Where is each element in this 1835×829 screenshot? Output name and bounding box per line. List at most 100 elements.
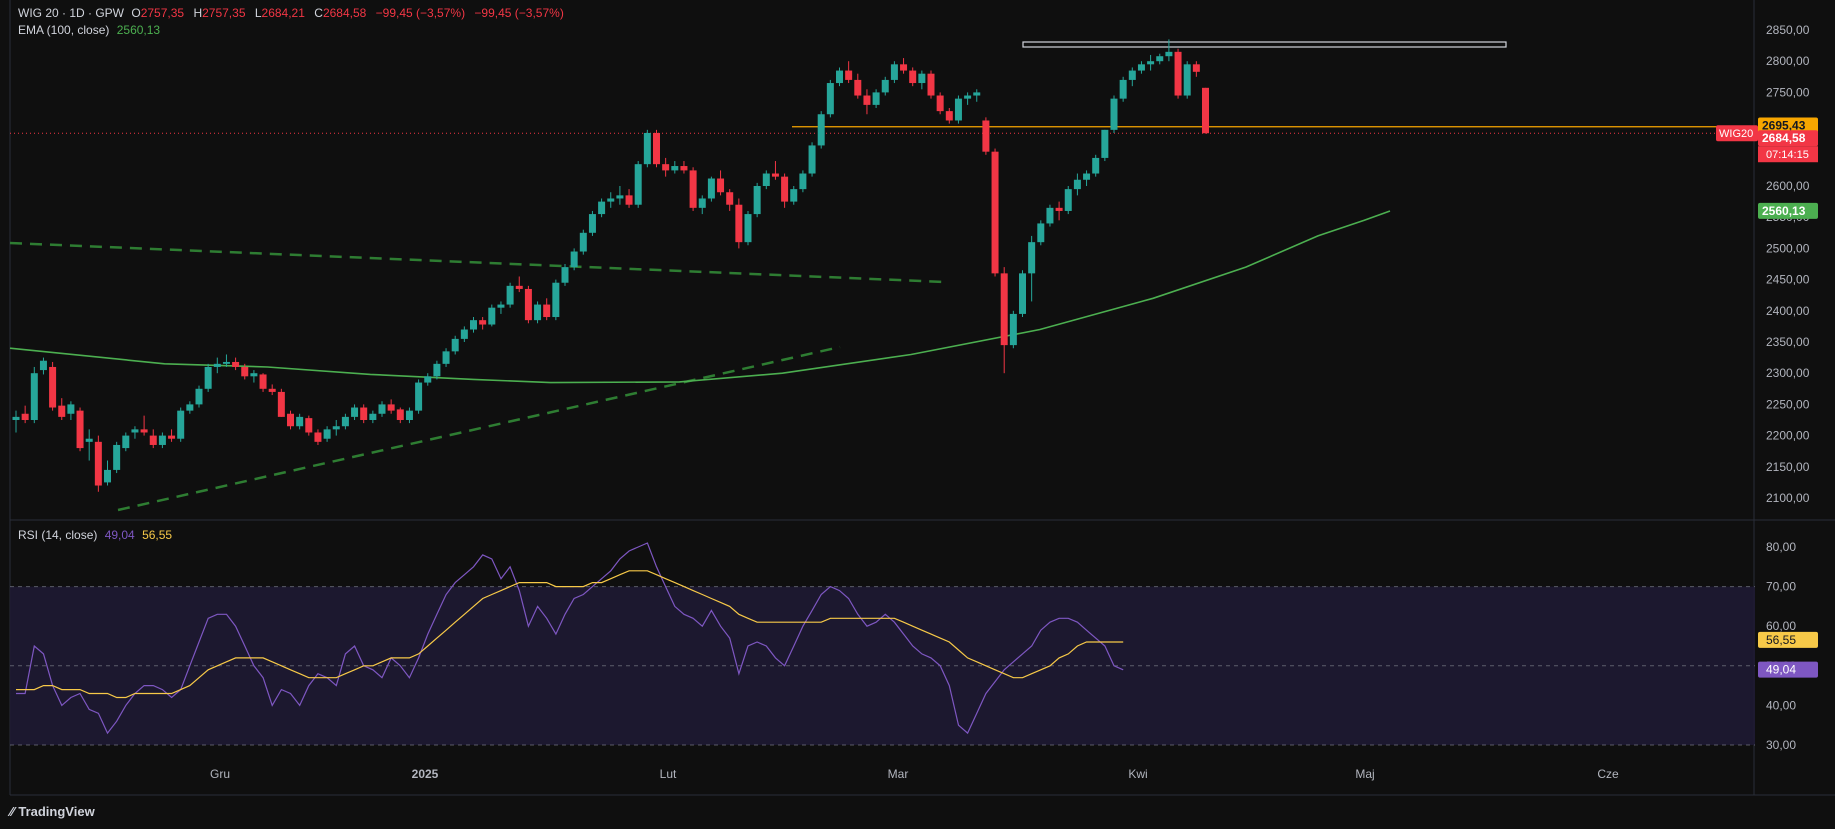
candle xyxy=(140,415,148,436)
rsi-tag: 49,04 xyxy=(1766,663,1796,677)
price-tick-label: 2250,00 xyxy=(1766,397,1810,411)
candle xyxy=(1165,39,1173,62)
candle-body xyxy=(1137,64,1145,71)
candle xyxy=(497,301,505,314)
candle-body xyxy=(744,214,752,243)
rsi-header: RSI (14, close) 49,04 56,55 xyxy=(18,528,176,542)
candle xyxy=(323,426,331,442)
resistance-price-label-bg xyxy=(1758,117,1818,134)
candle xyxy=(405,407,413,424)
candle-body xyxy=(680,166,688,171)
candle-body xyxy=(506,285,514,305)
price-tick-label: 2800,00 xyxy=(1766,54,1810,68)
candle-body xyxy=(259,374,267,389)
candle-body xyxy=(543,304,551,318)
candle xyxy=(954,95,962,124)
candle xyxy=(204,363,212,392)
candle-body xyxy=(881,79,889,93)
candle xyxy=(314,429,322,445)
high-value: 2757,35 xyxy=(202,6,246,20)
candle-body xyxy=(561,267,569,283)
candle xyxy=(726,189,734,211)
candle-body xyxy=(753,186,761,215)
candle xyxy=(1009,310,1017,349)
candle-body xyxy=(598,201,606,215)
candle-body xyxy=(442,351,450,364)
candle xyxy=(607,192,615,208)
candle xyxy=(744,210,752,246)
resistance-price-label: 2695,43 xyxy=(1762,118,1806,132)
rsi-tick-label: 30,00 xyxy=(1766,738,1796,752)
candle xyxy=(1192,61,1200,77)
candle-body xyxy=(524,288,532,321)
candle xyxy=(890,61,898,84)
candle-body xyxy=(1183,64,1191,96)
candle-body xyxy=(323,429,331,439)
candle-body xyxy=(287,413,294,427)
candle xyxy=(85,429,93,461)
candle-body xyxy=(836,70,843,84)
candle-body xyxy=(954,98,962,121)
candle-body xyxy=(405,410,413,420)
candle xyxy=(1037,220,1045,246)
candle-body xyxy=(534,304,542,321)
descending-trendline xyxy=(9,241,946,284)
rsi-line xyxy=(16,542,1124,735)
candle-body xyxy=(872,92,880,105)
candle-body xyxy=(909,70,917,84)
ema-100-line xyxy=(9,210,1391,384)
candle xyxy=(918,70,926,90)
rsi-label: RSI (14, close) xyxy=(18,528,98,542)
tradingview-mark-icon: ⁄⁄ xyxy=(10,804,15,819)
candle xyxy=(58,398,66,420)
candle-body xyxy=(305,418,313,433)
candle-body xyxy=(470,320,477,330)
candle-body xyxy=(314,432,322,442)
candle xyxy=(707,176,715,202)
candle-body xyxy=(900,64,908,71)
candle-body xyxy=(140,429,148,433)
ema-value: 2560,13 xyxy=(116,23,161,37)
candle xyxy=(232,357,240,371)
candle-body xyxy=(1046,207,1054,224)
candle-body xyxy=(168,435,176,439)
candle-body xyxy=(488,307,496,325)
candle xyxy=(387,399,395,414)
ema-label: EMA (100, close) xyxy=(18,23,110,37)
time-tick-label: 2025 xyxy=(412,767,439,781)
countdown-bg xyxy=(1758,146,1818,163)
candle-body xyxy=(204,366,212,389)
candle-body xyxy=(433,363,441,377)
candle-body xyxy=(158,435,166,445)
candle xyxy=(158,432,166,449)
candle xyxy=(927,70,935,99)
time-tick-label: Lut xyxy=(660,767,677,781)
candle xyxy=(817,111,825,149)
candle xyxy=(1128,67,1136,87)
candle-body xyxy=(113,444,121,470)
candle-body xyxy=(177,410,185,439)
candle xyxy=(1183,61,1191,99)
ascending-trendline xyxy=(117,345,841,512)
candle-body xyxy=(387,404,395,411)
close-value: 2684,58 xyxy=(322,6,367,20)
candle-body xyxy=(296,416,304,427)
candle xyxy=(49,361,57,411)
candle-body xyxy=(1101,129,1109,158)
candle xyxy=(863,89,871,115)
candle xyxy=(131,426,139,439)
candle-body xyxy=(186,404,194,411)
candle-body xyxy=(570,251,578,268)
candle xyxy=(625,189,633,208)
price-tick-label: 2350,00 xyxy=(1766,335,1810,349)
candle xyxy=(790,186,798,205)
tradingview-logo[interactable]: ⁄⁄ TradingView xyxy=(10,804,95,819)
candle xyxy=(900,58,908,74)
candle xyxy=(460,326,468,342)
candle xyxy=(634,161,642,208)
candle-body xyxy=(1110,98,1118,130)
candle xyxy=(94,435,102,492)
candle xyxy=(222,354,230,367)
candle xyxy=(1202,87,1209,134)
